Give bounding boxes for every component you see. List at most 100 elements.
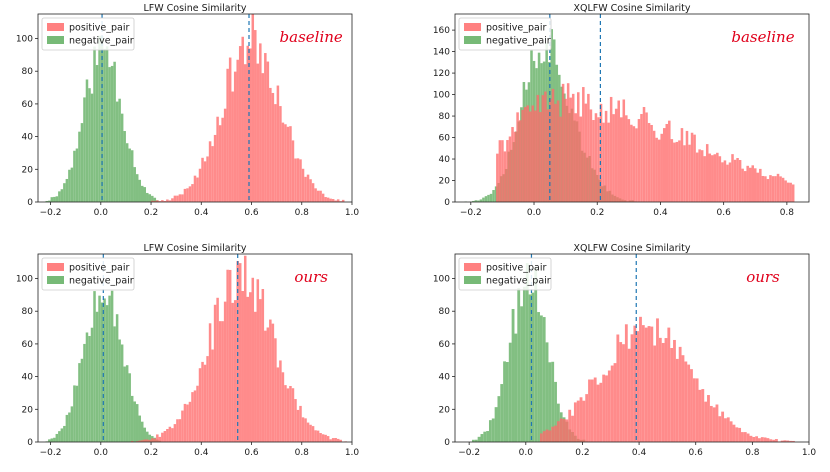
- histogram-bar: [266, 327, 270, 442]
- histogram-bar: [759, 168, 762, 202]
- histogram-bar: [183, 403, 187, 442]
- plot-area: [471, 254, 795, 442]
- histogram-bar: [633, 325, 637, 442]
- histogram-bar: [339, 201, 342, 202]
- histogram-bar: [249, 48, 252, 202]
- chart-title: LFW Cosine Similarity: [143, 243, 246, 254]
- histogram-bar: [243, 255, 247, 442]
- histogram-bar: [680, 128, 684, 202]
- histogram-bar: [103, 48, 106, 202]
- histogram-bar: [163, 431, 167, 442]
- histogram-bar: [93, 291, 96, 442]
- histogram-bar: [161, 432, 164, 442]
- histogram-bar: [655, 137, 658, 202]
- histogram-bar: [641, 325, 645, 442]
- legend-label-negative_pair: negative_pair: [69, 276, 134, 287]
- series-positive_pair: [130, 255, 347, 442]
- histogram-bar: [110, 290, 114, 442]
- histogram-bar: [143, 187, 147, 202]
- histogram-bar: [692, 378, 696, 442]
- histogram-bar: [539, 112, 542, 202]
- histogram-bar: [482, 197, 485, 202]
- histogram-bar: [55, 196, 59, 202]
- legend-swatch-negative_pair: [47, 36, 64, 44]
- histogram-bar: [566, 83, 570, 202]
- histogram-bar: [534, 110, 537, 202]
- histogram-bar: [521, 109, 524, 202]
- histogram-bar: [531, 292, 535, 442]
- axes-frame: [454, 253, 810, 443]
- histogram-bar: [542, 431, 546, 442]
- histogram-bar: [256, 63, 260, 202]
- histogram-bar: [645, 112, 648, 202]
- histogram-bar: [772, 439, 776, 442]
- histogram-bar: [148, 434, 152, 442]
- histogram-bar: [642, 107, 646, 202]
- histogram-bar: [590, 379, 594, 442]
- histogram-bar: [341, 199, 345, 202]
- histogram-bar: [721, 162, 724, 202]
- histogram-bar: [201, 361, 204, 442]
- histogram-bar: [213, 134, 217, 202]
- histogram-bar: [604, 110, 608, 202]
- histogram-bar: [718, 416, 722, 442]
- histogram-bar: [548, 362, 552, 442]
- histogram-bar: [528, 294, 532, 442]
- histogram-bar: [526, 105, 529, 202]
- histogram-bar: [736, 158, 739, 202]
- histogram-bar: [536, 94, 540, 202]
- x-tick-label: 0.0: [94, 208, 109, 218]
- histogram-bar: [622, 344, 625, 442]
- histogram-bar: [607, 370, 611, 442]
- histogram-bar: [151, 438, 154, 442]
- histogram-bar: [754, 168, 757, 202]
- x-tick-label: 1.0: [802, 448, 817, 458]
- histogram-bar: [480, 434, 484, 442]
- histogram-bar: [695, 152, 699, 202]
- histogram-bar: [115, 314, 119, 442]
- histogram-bar: [223, 301, 227, 442]
- histogram-bar: [593, 377, 597, 442]
- histogram-bar: [286, 388, 290, 442]
- axes-frame: [37, 13, 353, 203]
- histogram-bar: [668, 120, 671, 202]
- histogram-bar: [619, 117, 623, 202]
- histogram-bar: [585, 394, 589, 442]
- y-tick-label: 120: [433, 69, 450, 79]
- histogram-bar: [231, 91, 234, 202]
- histogram-bar: [748, 167, 752, 202]
- histogram-bar: [108, 295, 111, 442]
- histogram-bar: [698, 149, 701, 202]
- histogram-bar: [314, 188, 317, 202]
- histogram-bar: [779, 176, 782, 202]
- histogram-bar: [573, 402, 577, 442]
- histogram-bar: [569, 97, 572, 202]
- histogram-bar: [294, 158, 297, 202]
- histogram-bar: [650, 326, 654, 442]
- histogram-bar: [276, 85, 280, 202]
- histogram-bar: [556, 100, 560, 202]
- histogram-bar: [118, 339, 121, 442]
- histogram-bar: [673, 142, 676, 202]
- histogram-bar: [769, 439, 773, 442]
- histogram-bar: [741, 432, 744, 442]
- y-tick-label: 0: [27, 438, 33, 448]
- histogram-bar: [336, 199, 340, 202]
- histogram-bar: [196, 385, 199, 442]
- histogram-bar: [95, 65, 99, 202]
- histogram-bar: [206, 156, 209, 202]
- histogram-bar: [746, 433, 750, 442]
- annotation-ours: ours: [294, 268, 328, 286]
- histogram-bar: [639, 316, 642, 442]
- histogram-bar: [329, 198, 332, 202]
- histogram-bar: [587, 93, 590, 202]
- histogram-bar: [784, 180, 787, 202]
- histogram-bar: [251, 277, 255, 442]
- histogram-bar: [715, 404, 719, 442]
- histogram-bar: [151, 200, 154, 202]
- histogram-bar: [228, 269, 232, 442]
- legend-label-positive_pair: positive_pair: [69, 263, 130, 274]
- histogram-bar: [314, 430, 317, 442]
- histogram-bar: [592, 120, 595, 202]
